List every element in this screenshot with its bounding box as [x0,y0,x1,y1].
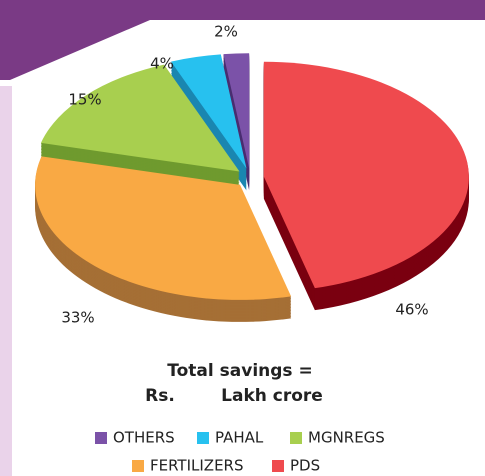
value-label: 4% [150,55,174,73]
value-label: 46% [395,301,428,319]
legend-label: PDS [290,457,320,475]
annotation: Rs. [145,386,175,406]
side-panel [0,86,12,476]
legend-swatch [197,432,209,444]
slice [223,53,250,169]
value-label: 33% [61,309,94,327]
slice [171,54,247,169]
slice [40,64,240,172]
annotation: Lakh crore [221,386,323,406]
legend-swatch [290,432,302,444]
annotation: Total savings = [167,361,312,381]
legend-label: FERTILIZERS [150,457,244,475]
header-band [0,0,485,80]
value-label: 2% [214,23,238,41]
legend-label: MGNREGS [308,429,385,447]
legend-label: OTHERS [113,429,175,447]
legend-label: PAHAL [215,429,264,447]
slice [35,156,292,300]
legend-swatch [95,432,107,444]
legend-swatch [132,460,144,472]
value-label: 15% [68,91,101,109]
slice [263,61,469,289]
legend-swatch [272,460,284,472]
